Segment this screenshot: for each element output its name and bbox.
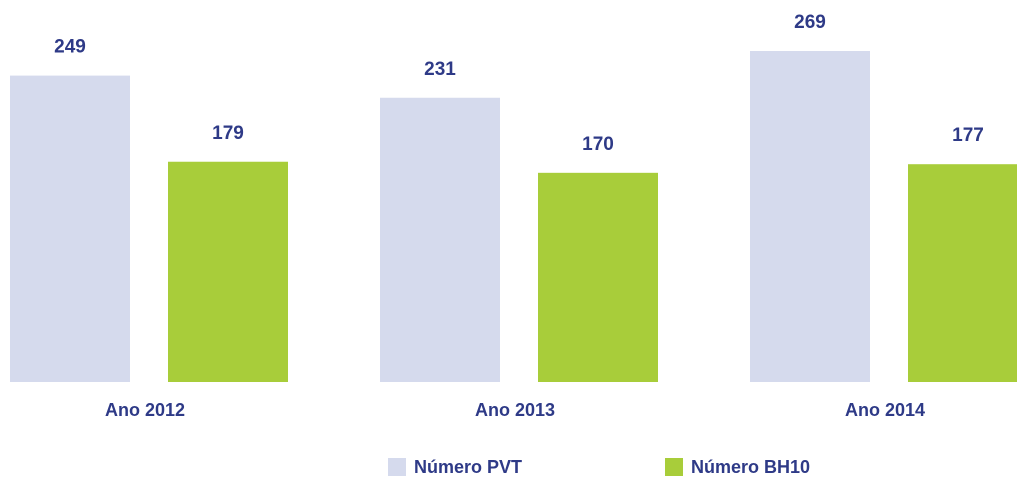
value-label: 177 xyxy=(952,125,984,146)
value-label: 179 xyxy=(212,123,244,144)
legend-label: Número BH10 xyxy=(691,457,810,477)
value-label: 231 xyxy=(424,59,456,80)
bar xyxy=(750,51,870,382)
legend-swatch xyxy=(388,458,406,476)
legend-swatch xyxy=(665,458,683,476)
value-label: 170 xyxy=(582,134,614,155)
bar xyxy=(168,161,288,382)
legend-label: Número PVT xyxy=(414,457,522,477)
bar xyxy=(10,75,130,382)
bar xyxy=(908,164,1017,382)
value-label: 249 xyxy=(54,37,86,58)
bar xyxy=(538,172,658,382)
x-tick-label: Ano 2013 xyxy=(475,400,555,420)
bar xyxy=(380,97,500,382)
x-tick-label: Ano 2014 xyxy=(845,400,925,420)
value-label: 269 xyxy=(794,12,826,33)
x-tick-label: Ano 2012 xyxy=(105,400,185,420)
